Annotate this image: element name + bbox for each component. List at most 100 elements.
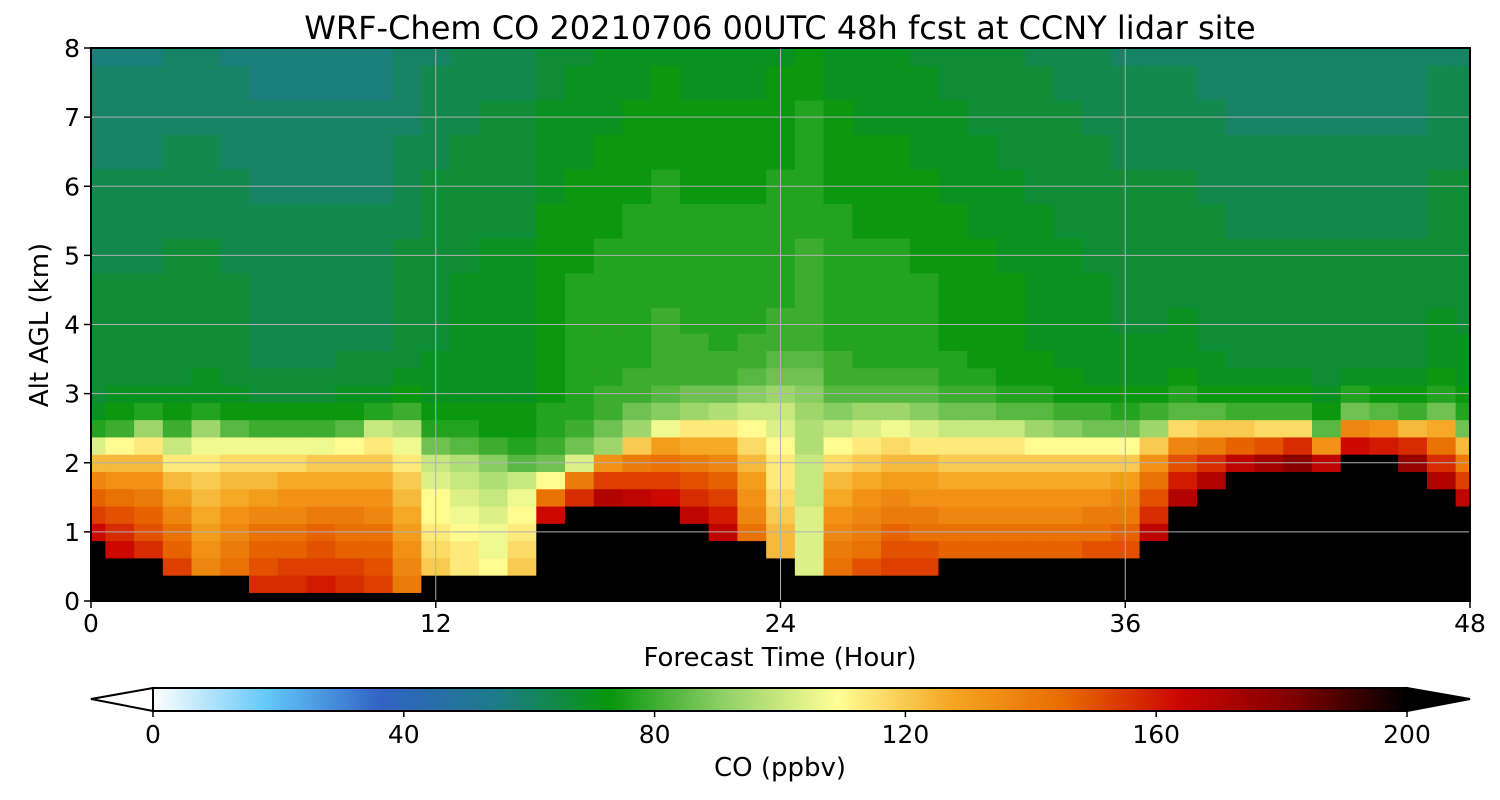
- heatmap-cell: [220, 350, 250, 369]
- heatmap-cell: [1426, 505, 1457, 524]
- heatmap-cell: [708, 65, 739, 101]
- heatmap-cell: [1139, 307, 1169, 334]
- heatmap-cell: [220, 65, 250, 101]
- heatmap-cell: [363, 419, 394, 438]
- colorbar-label: CO (ppbv): [714, 753, 846, 783]
- heatmap-cell: [794, 505, 825, 524]
- heatmap-cell: [363, 557, 394, 576]
- heatmap-cell: [162, 471, 193, 490]
- heatmap-cell: [1082, 350, 1112, 369]
- heatmap-cell: [1225, 134, 1256, 170]
- heatmap-cell: [1455, 471, 1470, 490]
- heatmap-cell: [938, 272, 968, 308]
- heatmap-cell: [536, 436, 566, 455]
- heatmap-cell: [909, 272, 940, 308]
- heatmap-cell: [679, 592, 710, 601]
- heatmap-cell: [134, 367, 164, 386]
- heatmap-cell: [134, 557, 164, 576]
- heatmap-cell: [1369, 203, 1399, 239]
- heatmap-cell: [335, 333, 365, 352]
- heatmap-cell: [363, 575, 394, 593]
- heatmap-cell: [622, 592, 652, 601]
- heatmap-cell: [1426, 436, 1457, 455]
- heatmap-cell: [507, 307, 537, 334]
- heatmap-cell: [1369, 272, 1399, 308]
- heatmap-cell: [478, 575, 509, 593]
- heatmap-cell: [478, 333, 509, 352]
- heatmap-cell: [1398, 436, 1428, 455]
- heatmap-cell: [1340, 575, 1371, 593]
- heatmap-cell: [162, 575, 193, 593]
- heatmap-cell: [679, 203, 710, 239]
- heatmap-cell: [191, 436, 221, 455]
- heatmap-cell: [1139, 592, 1169, 601]
- heatmap-cell: [134, 65, 164, 101]
- heatmap-cell: [794, 471, 825, 490]
- heatmap-cell: [967, 48, 997, 66]
- heatmap-cell: [995, 540, 1026, 559]
- heatmap-cell: [708, 575, 739, 593]
- heatmap-cell: [881, 367, 911, 386]
- heatmap-cell: [565, 471, 595, 490]
- heatmap-cell: [737, 402, 767, 421]
- heatmap-cell: [967, 272, 997, 308]
- heatmap-cell: [162, 540, 193, 559]
- heatmap-cell: [1168, 272, 1198, 308]
- heatmap-cell: [1197, 203, 1227, 239]
- heatmap-cell: [679, 505, 710, 524]
- heatmap-cell: [1426, 272, 1457, 308]
- heatmap-cell: [1225, 402, 1256, 421]
- heatmap-cell: [622, 65, 652, 101]
- heatmap-cell: [565, 592, 595, 601]
- heatmap-cell: [909, 419, 940, 438]
- heatmap-cell: [536, 471, 566, 490]
- heatmap-cell: [737, 540, 767, 559]
- heatmap-cell: [1455, 48, 1470, 66]
- heatmap-cell: [306, 65, 336, 101]
- heatmap-cell: [1311, 505, 1342, 524]
- heatmap-cell: [1024, 134, 1055, 170]
- colorbar-tick-label: 120: [882, 720, 930, 749]
- heatmap-cell: [1139, 367, 1169, 386]
- heatmap-cell: [507, 592, 537, 601]
- heatmap-cell: [995, 48, 1026, 66]
- heatmap-cell: [91, 505, 106, 524]
- heatmap-cell: [335, 419, 365, 438]
- heatmap-cell: [249, 592, 279, 601]
- heatmap-cell: [909, 333, 940, 352]
- heatmap-cell: [536, 367, 566, 386]
- heatmap-cell: [708, 307, 739, 334]
- heatmap-cell: [450, 134, 480, 170]
- heatmap-cell: [1369, 65, 1399, 101]
- heatmap-cell: [881, 134, 911, 170]
- heatmap-cell: [1340, 402, 1371, 421]
- x-axis: 0 12 24 36 48: [83, 601, 1486, 638]
- heatmap-cell: [1082, 134, 1112, 170]
- heatmap-cell: [1426, 592, 1457, 601]
- heatmap-cell: [507, 203, 537, 239]
- x-tick-label: 0: [83, 609, 99, 638]
- heatmap-cell: [1283, 575, 1313, 593]
- heatmap-cell: [1139, 333, 1169, 352]
- heatmap-cell: [1168, 333, 1198, 352]
- heatmap-cell: [1053, 419, 1083, 438]
- heatmap-cell: [708, 540, 739, 559]
- heatmap-cell: [220, 367, 250, 386]
- heatmap-cell: [1426, 557, 1457, 576]
- heatmap-cell: [938, 505, 968, 524]
- heatmap-cell: [1398, 557, 1428, 576]
- y-tick-label: 3: [64, 380, 80, 409]
- heatmap-cell: [1225, 488, 1256, 507]
- heatmap-cell: [536, 48, 566, 66]
- heatmap-cell: [794, 592, 825, 601]
- heatmap-cell: [220, 488, 250, 507]
- heatmap-cell: [91, 592, 106, 601]
- heatmap-cell: [507, 575, 537, 593]
- heatmap-cell: [967, 592, 997, 601]
- heatmap-cell: [823, 367, 853, 386]
- heatmap-cell: [249, 505, 279, 524]
- heatmap-cell: [277, 134, 308, 170]
- heatmap-cell: [134, 134, 164, 170]
- colorbar-tick-label: 80: [639, 720, 671, 749]
- heatmap-cell: [995, 592, 1026, 601]
